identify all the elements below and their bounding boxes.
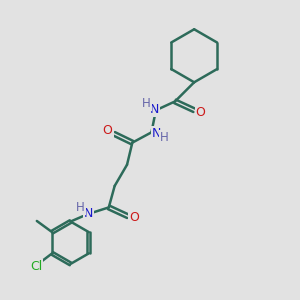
Text: O: O xyxy=(103,124,112,137)
Text: H: H xyxy=(160,131,169,144)
Text: H: H xyxy=(76,201,85,214)
Text: N: N xyxy=(152,127,161,140)
Text: H: H xyxy=(142,97,151,110)
Text: N: N xyxy=(84,206,93,220)
Text: O: O xyxy=(130,211,139,224)
Text: Cl: Cl xyxy=(30,260,42,273)
Text: N: N xyxy=(150,103,159,116)
Text: O: O xyxy=(196,106,206,119)
